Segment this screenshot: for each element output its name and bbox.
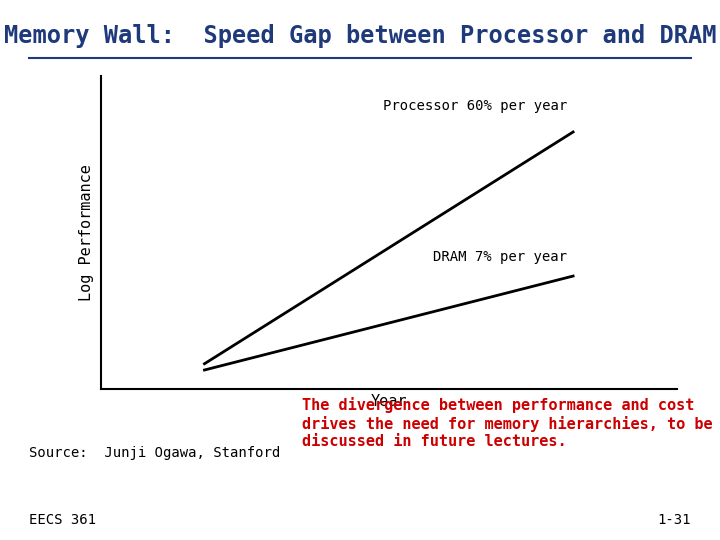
Text: The divergence between performance and cost
drives the need for memory hierarchi: The divergence between performance and c… xyxy=(302,397,713,449)
X-axis label: Year: Year xyxy=(371,394,407,409)
Text: DRAM 7% per year: DRAM 7% per year xyxy=(433,249,567,264)
Text: 1-31: 1-31 xyxy=(657,512,691,526)
Text: EECS 361: EECS 361 xyxy=(29,512,96,526)
Text: Processor 60% per year: Processor 60% per year xyxy=(383,99,567,113)
Y-axis label: Log Performance: Log Performance xyxy=(79,164,94,301)
Text: Source:  Junji Ogawa, Stanford: Source: Junji Ogawa, Stanford xyxy=(29,446,280,460)
Text: Memory Wall:  Speed Gap between Processor and DRAM: Memory Wall: Speed Gap between Processor… xyxy=(4,24,716,48)
